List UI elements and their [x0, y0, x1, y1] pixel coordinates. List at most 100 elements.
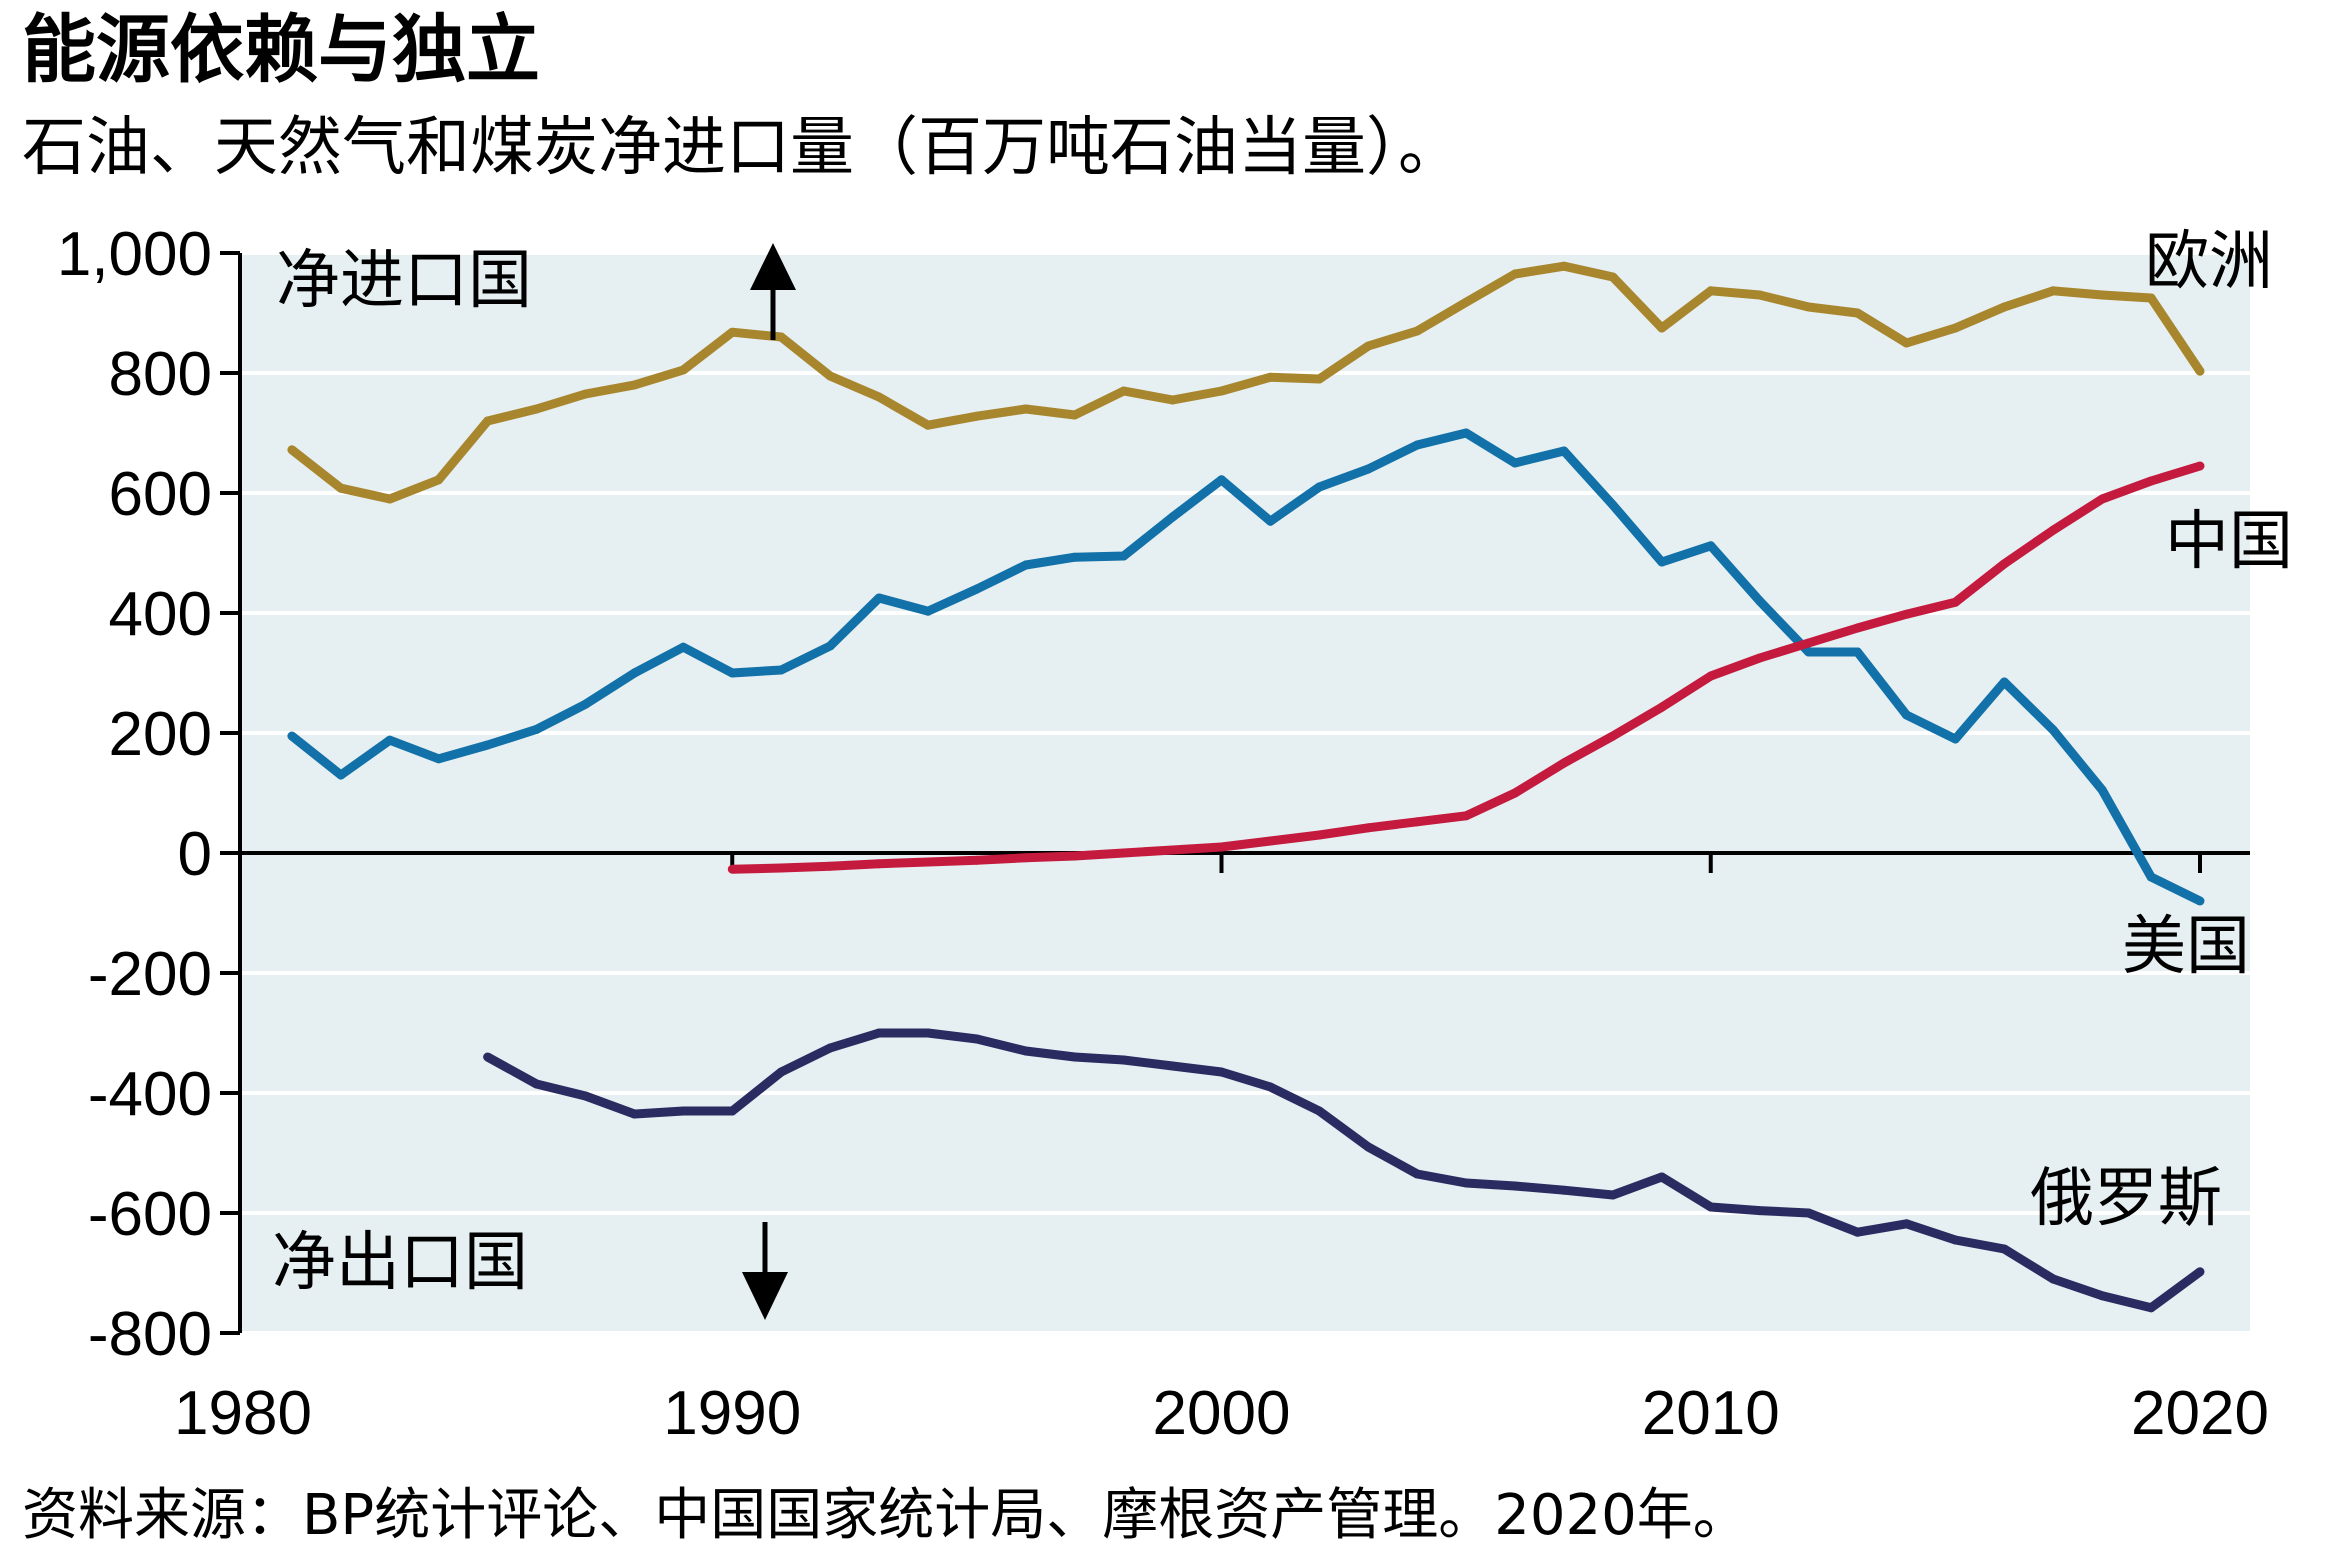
y-tick-label: 600: [109, 460, 212, 529]
data-point: [1804, 302, 1814, 312]
x-tick-label: 2020: [2131, 1379, 2269, 1448]
data-point: [2146, 872, 2156, 882]
data-point: [1363, 341, 1373, 351]
data-point: [2097, 1291, 2107, 1301]
data-point: [1119, 848, 1129, 858]
series-label-china: 中国: [2165, 505, 2293, 577]
data-point: [1853, 1227, 1862, 1237]
data-point: [1265, 1082, 1275, 1092]
data-point: [923, 606, 933, 616]
y-tick-label: -200: [88, 940, 212, 1009]
data-point: [287, 445, 297, 455]
data-point: [1217, 475, 1226, 485]
data-point: [1217, 842, 1226, 852]
data-point: [972, 1034, 982, 1044]
data-point: [434, 754, 444, 764]
data-point: [1168, 1061, 1178, 1071]
data-point: [1412, 817, 1422, 827]
series-label-us: 美国: [2122, 910, 2250, 982]
y-tick-label: 400: [109, 580, 212, 649]
data-point: [1902, 710, 1911, 720]
down-arrow-icon: [742, 1222, 788, 1320]
data-point: [1510, 269, 1520, 279]
data-point: [483, 1052, 493, 1062]
data-point: [1559, 758, 1569, 768]
data-point: [1853, 647, 1862, 657]
data-point: [1217, 1067, 1226, 1077]
series-lines: [287, 261, 2205, 1313]
data-point: [1999, 677, 2009, 687]
data-point: [629, 668, 639, 678]
data-point: [678, 642, 688, 652]
y-tick-label: 200: [109, 700, 212, 769]
data-point: [1559, 261, 1569, 271]
x-tick-label: 1980: [174, 1379, 312, 1448]
net-exporters-label: 净出口国: [272, 1226, 528, 1298]
data-point: [825, 371, 835, 381]
data-point: [2195, 1267, 2205, 1277]
data-point: [1510, 1181, 1520, 1191]
data-point: [2048, 525, 2058, 535]
data-point: [874, 392, 884, 402]
data-point: [2195, 896, 2205, 906]
data-point: [1608, 1190, 1618, 1200]
data-point: [776, 863, 786, 873]
data-point: [532, 1079, 541, 1089]
data-point: [2048, 286, 2058, 296]
data-point: [825, 861, 835, 871]
data-point: [1657, 1172, 1667, 1182]
y-tick-label: 0: [178, 820, 212, 889]
data-point: [1314, 830, 1324, 840]
data-point: [1559, 446, 1569, 456]
data-point: [385, 494, 395, 504]
data-point: [1657, 557, 1667, 567]
data-point: [1363, 1142, 1373, 1152]
data-point: [1999, 1244, 2009, 1254]
data-point: [1755, 1206, 1765, 1216]
data-point: [727, 668, 737, 678]
data-point: [972, 411, 982, 421]
data-point: [1706, 286, 1716, 296]
data-point: [1314, 1106, 1324, 1116]
data-point: [923, 420, 933, 430]
data-point: [1804, 647, 1814, 657]
data-point: [1363, 823, 1373, 833]
data-point: [1950, 323, 1960, 333]
data-point: [629, 1109, 639, 1119]
data-point: [287, 731, 297, 741]
series-label-europe: 欧洲: [2145, 225, 2273, 297]
data-point: [1461, 428, 1471, 438]
data-point: [1461, 811, 1471, 821]
data-point: [1999, 302, 2009, 312]
series-label-russia: 俄罗斯: [2030, 1162, 2222, 1234]
data-point: [727, 1106, 737, 1116]
data-point: [1314, 374, 1324, 384]
x-tick-label: 2010: [1642, 1379, 1780, 1448]
data-point: [1021, 853, 1031, 863]
europe-line: [287, 261, 2205, 504]
data-point: [1559, 1185, 1569, 1195]
data-point: [581, 389, 590, 399]
us-line: [287, 428, 2205, 906]
data-point: [678, 1106, 688, 1116]
data-point: [2146, 293, 2156, 303]
data-point: [727, 327, 737, 337]
russia-line: [483, 1028, 2205, 1313]
data-point: [2097, 494, 2107, 504]
data-point: [2048, 725, 2058, 735]
data-point: [1363, 464, 1373, 474]
data-point: [1070, 851, 1080, 861]
data-point: [1755, 596, 1765, 606]
data-point: [776, 1067, 786, 1077]
data-point: [1119, 1055, 1129, 1065]
data-point: [1853, 623, 1862, 633]
x-axis: 1980 1990 2000 2010 2020: [174, 853, 2269, 1448]
data-point: [1657, 702, 1667, 712]
data-point: [1119, 386, 1129, 396]
data-point: [1070, 552, 1080, 562]
x-tick-label: 2000: [1153, 1379, 1291, 1448]
data-point: [727, 864, 737, 874]
data-point: [1804, 1208, 1814, 1218]
data-point: [1168, 845, 1178, 855]
